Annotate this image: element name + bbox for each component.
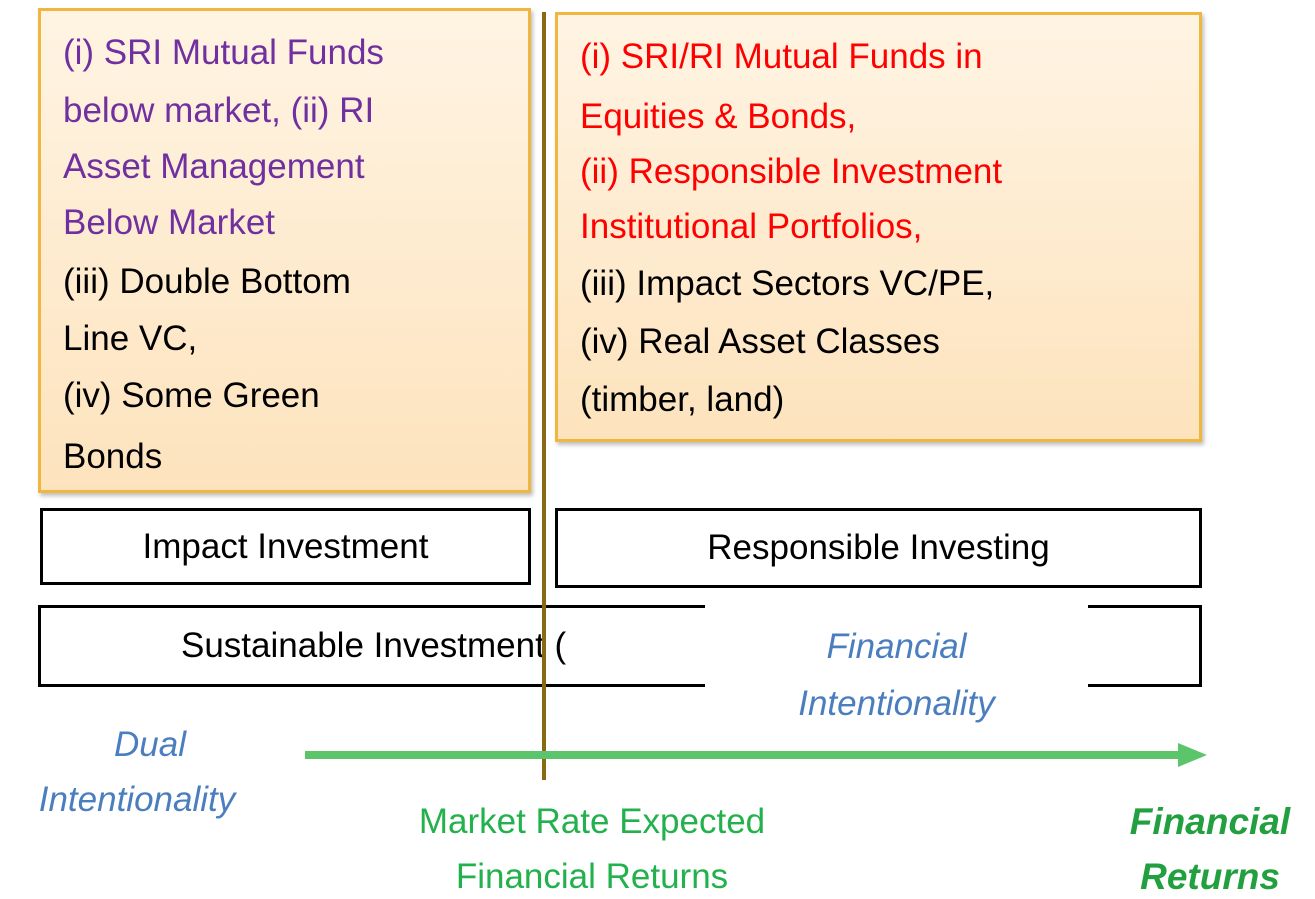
text-line: (i) SRI/RI Mutual Funds in: [580, 37, 983, 76]
text-line: (ii) Responsible Investment: [580, 152, 1003, 191]
text-line: (iv) Some Green: [63, 376, 320, 415]
text-line: Asset Management: [63, 147, 365, 186]
financial-intentionality: Intentionality: [798, 684, 995, 723]
market-rate-label: Financial Returns: [455, 857, 729, 896]
financial-returns-label: Returns: [1140, 856, 1280, 897]
market-rate-divider: [542, 12, 546, 780]
text-line: (iii) Double Bottom: [63, 262, 351, 301]
label: Sustainable Investment (: [181, 626, 567, 665]
responsible-investing-box: Responsible Investing: [555, 508, 1202, 588]
text-line: Line VC,: [63, 319, 198, 358]
label: Responsible Investing: [707, 528, 1050, 567]
text-line: (iii) Impact Sectors VC/PE,: [580, 264, 995, 303]
financial-intentionality: Financial: [826, 627, 967, 666]
text-line: Equities & Bonds,: [580, 97, 857, 136]
financial-returns-label: Financial: [1129, 801, 1291, 842]
text-line: below market, (ii) RI: [63, 91, 375, 130]
dual-intentionality: Intentionality: [38, 780, 236, 819]
text-line: (i) SRI Mutual Funds: [63, 33, 384, 72]
market-rate-label: Market Rate Expected: [418, 802, 766, 841]
text-line: Bonds: [63, 437, 163, 476]
text-line: (iv) Real Asset Classes: [580, 322, 940, 361]
text-line: Below Market: [63, 203, 276, 242]
arrow-head: [1178, 743, 1207, 767]
label-backdrop: [705, 603, 1088, 738]
text-line: (timber, land): [580, 380, 785, 419]
text-line: Institutional Portfolios,: [580, 207, 923, 246]
impact-examples-box: (i) SRI Mutual Funds below market, (ii) …: [38, 8, 531, 493]
responsible-examples-box: (i) SRI/RI Mutual Funds in Equities & Bo…: [555, 12, 1202, 442]
impact-investment-box: Impact Investment: [40, 508, 531, 585]
label: Impact Investment: [142, 526, 429, 566]
dual-intentionality: Dual: [114, 725, 186, 764]
